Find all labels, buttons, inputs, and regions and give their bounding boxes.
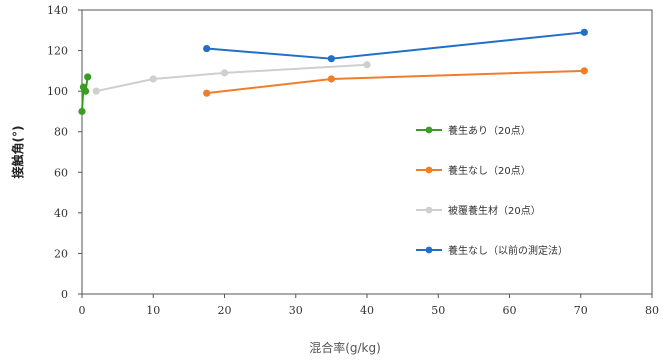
legend-swatch-marker — [425, 246, 433, 254]
data-point-series-0 — [84, 73, 92, 81]
y-tick-label: 120 — [47, 45, 68, 58]
series-line-3 — [206, 31, 585, 60]
data-point-series-2 — [92, 87, 100, 95]
x-tick-label: 10 — [146, 304, 160, 317]
y-tick-label: 20 — [54, 247, 68, 260]
legend-label: 養生あり（20点） — [448, 124, 531, 137]
series-layer — [78, 28, 588, 116]
data-point-series-1 — [327, 75, 335, 83]
data-point-series-1 — [203, 89, 211, 97]
data-point-series-3 — [327, 55, 335, 63]
y-tick-label: 80 — [54, 126, 68, 139]
y-tick-label: 40 — [54, 207, 68, 220]
x-tick-label: 20 — [218, 304, 232, 317]
data-point-series-3 — [580, 28, 588, 36]
y-tick-label: 60 — [54, 166, 68, 179]
x-axis-title: 混合率(g/kg) — [309, 340, 381, 355]
x-tick-label: 40 — [360, 304, 374, 317]
y-axis-title: 接触角(°) — [10, 126, 25, 179]
data-point-series-2 — [220, 69, 229, 77]
y-axis-ticks: 0 20 40 60 80 100 120 140 — [47, 4, 82, 301]
data-point-series-2 — [149, 75, 157, 83]
data-point-series-1 — [580, 67, 588, 75]
series-line-1 — [206, 69, 585, 95]
y-tick-label: 140 — [47, 4, 68, 17]
legend-swatch-marker — [425, 206, 433, 214]
legend-label: 養生なし（20点） — [448, 164, 531, 177]
x-tick-label: 80 — [645, 304, 659, 317]
legend-label: 被覆養生材（20点） — [448, 204, 541, 217]
legend-swatch-marker — [425, 166, 433, 174]
data-point-series-0 — [81, 87, 90, 95]
data-point-series-2 — [363, 61, 371, 69]
x-tick-label: 50 — [431, 304, 445, 317]
x-tick-label: 0 — [79, 304, 86, 317]
y-tick-label: 100 — [47, 85, 68, 98]
legend-swatch-marker — [425, 126, 433, 134]
y-tick-label: 0 — [61, 288, 68, 301]
legend-label: 養生なし（以前の測定法） — [448, 244, 568, 257]
series-line-2 — [96, 63, 368, 93]
data-point-series-3 — [203, 44, 211, 53]
x-axis-ticks: 0 10 20 30 40 50 60 70 80 — [79, 294, 659, 317]
x-tick-label: 70 — [574, 304, 588, 317]
x-tick-label: 30 — [289, 304, 303, 317]
data-point-series-0 — [78, 107, 86, 116]
x-tick-label: 60 — [503, 304, 517, 317]
legend: 養生あり（20点） 養生なし（20点） 被覆養生材（20点） 養生なし（以前の測定法） — [416, 124, 568, 257]
